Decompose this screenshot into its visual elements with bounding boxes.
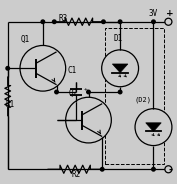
Circle shape xyxy=(152,167,155,171)
Circle shape xyxy=(118,90,122,94)
Text: -: - xyxy=(168,165,172,175)
Circle shape xyxy=(20,45,66,91)
Bar xyxy=(105,28,164,164)
Text: +: + xyxy=(166,9,174,18)
Circle shape xyxy=(100,167,104,171)
Text: R2: R2 xyxy=(72,170,81,179)
Circle shape xyxy=(118,20,122,24)
Polygon shape xyxy=(146,123,161,131)
Circle shape xyxy=(55,90,58,94)
Text: R1: R1 xyxy=(5,100,14,109)
Circle shape xyxy=(41,20,45,24)
Circle shape xyxy=(53,20,56,24)
Text: D1: D1 xyxy=(113,34,122,43)
Circle shape xyxy=(6,67,10,70)
Text: (D2): (D2) xyxy=(134,96,151,102)
Text: C1: C1 xyxy=(67,66,77,75)
Polygon shape xyxy=(112,64,128,73)
Circle shape xyxy=(165,166,172,173)
Text: Q2: Q2 xyxy=(68,89,78,98)
Circle shape xyxy=(152,20,155,24)
Text: 3V: 3V xyxy=(148,9,158,18)
Circle shape xyxy=(165,18,172,25)
Text: R3: R3 xyxy=(58,14,68,23)
Circle shape xyxy=(102,50,139,87)
Circle shape xyxy=(87,90,90,94)
Text: Q1: Q1 xyxy=(21,35,30,44)
Circle shape xyxy=(66,97,111,143)
Circle shape xyxy=(102,20,105,24)
Circle shape xyxy=(135,109,172,146)
Text: +: + xyxy=(84,86,87,91)
